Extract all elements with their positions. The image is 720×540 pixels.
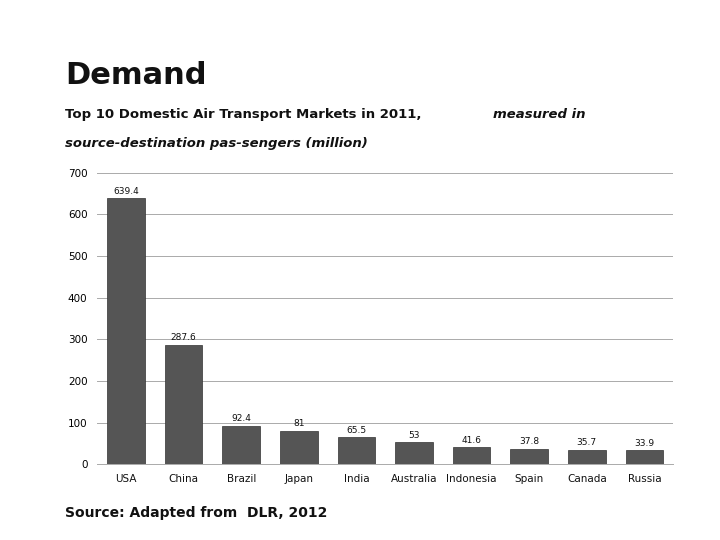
Text: 287.6: 287.6 xyxy=(171,333,197,342)
Bar xyxy=(165,345,202,464)
Bar xyxy=(453,447,490,464)
Text: 92.4: 92.4 xyxy=(231,414,251,423)
Bar xyxy=(395,442,433,464)
Text: 53: 53 xyxy=(408,431,420,440)
Text: 37.8: 37.8 xyxy=(519,437,539,446)
Bar xyxy=(222,426,260,464)
Bar xyxy=(568,449,606,464)
Bar xyxy=(107,198,145,464)
Text: 65.5: 65.5 xyxy=(346,426,366,435)
Text: 639.4: 639.4 xyxy=(113,186,139,195)
Text: 33.9: 33.9 xyxy=(634,439,654,448)
Text: 81: 81 xyxy=(293,419,305,428)
Bar xyxy=(280,431,318,464)
Bar xyxy=(510,449,548,464)
Text: 41.6: 41.6 xyxy=(462,436,482,444)
Text: Top 10 Domestic Air Transport Markets in 2011,: Top 10 Domestic Air Transport Markets in… xyxy=(65,107,426,120)
Text: measured in: measured in xyxy=(493,107,585,120)
Text: 35.7: 35.7 xyxy=(577,438,597,447)
Text: Demand: Demand xyxy=(65,60,207,90)
Bar xyxy=(338,437,375,464)
Bar xyxy=(626,450,663,464)
Text: Source: Adapted from  DLR, 2012: Source: Adapted from DLR, 2012 xyxy=(65,506,327,520)
Text: CABI TOURISM TEXTS: CABI TOURISM TEXTS xyxy=(284,16,436,30)
Text: source-destination pas-sengers (million): source-destination pas-sengers (million) xyxy=(65,137,367,150)
